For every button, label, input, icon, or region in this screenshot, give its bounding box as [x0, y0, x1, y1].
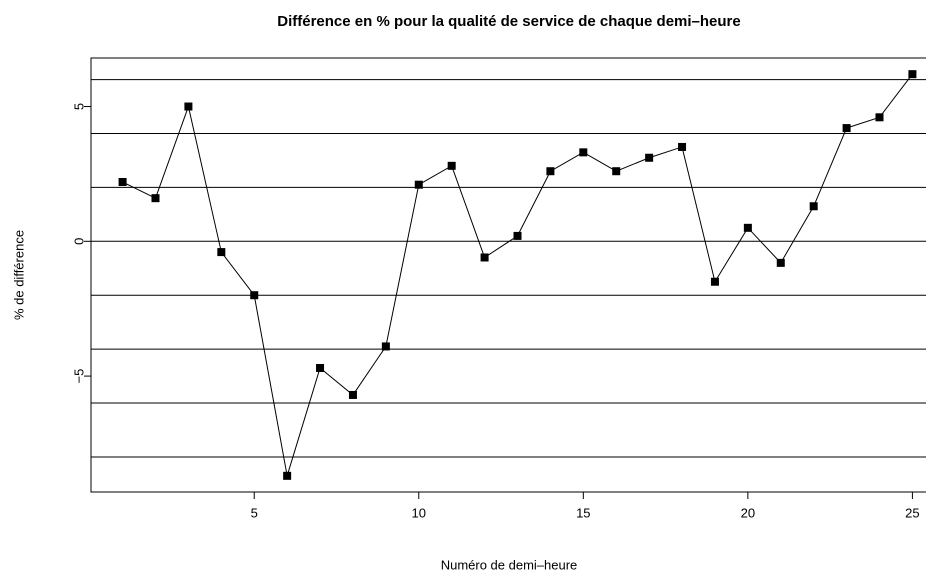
data-point — [612, 167, 621, 176]
data-point — [908, 70, 917, 79]
data-point — [217, 248, 226, 257]
data-point — [414, 180, 423, 189]
data-point — [842, 124, 851, 133]
data-point — [316, 364, 325, 372]
plot-box — [90, 57, 926, 493]
y-tick-label: 5 — [71, 103, 86, 110]
data-line — [122, 73, 913, 476]
data-point — [118, 178, 127, 186]
data-point — [447, 161, 456, 170]
data-point — [776, 258, 785, 267]
x-tick-label: 10 — [412, 505, 426, 520]
x-tick-label: 15 — [576, 505, 590, 520]
x-axis-label: Numéro de demi–heure — [441, 557, 578, 572]
data-point — [151, 194, 160, 203]
y-axis-label: % de différence — [11, 230, 26, 320]
chart-title: Différence en % pour la qualité de servi… — [277, 13, 741, 30]
y-tick-label: 0 — [71, 238, 86, 245]
x-tick-label: 25 — [905, 505, 919, 520]
data-point — [875, 113, 884, 122]
data-point — [250, 291, 259, 300]
data-point — [579, 148, 588, 157]
data-point — [480, 253, 489, 262]
data-point — [184, 102, 193, 111]
y-tick-label: −5 — [71, 369, 86, 384]
data-point — [710, 277, 719, 286]
data-point — [283, 471, 292, 480]
data-point — [678, 142, 687, 151]
data-point — [348, 390, 357, 399]
x-tick-label: 5 — [251, 505, 258, 520]
data-point — [513, 231, 522, 240]
data-point — [381, 342, 390, 351]
x-tick-label: 20 — [741, 505, 755, 520]
data-point — [809, 202, 818, 211]
data-point — [645, 153, 654, 162]
data-point — [743, 223, 752, 232]
data-point — [546, 167, 555, 176]
